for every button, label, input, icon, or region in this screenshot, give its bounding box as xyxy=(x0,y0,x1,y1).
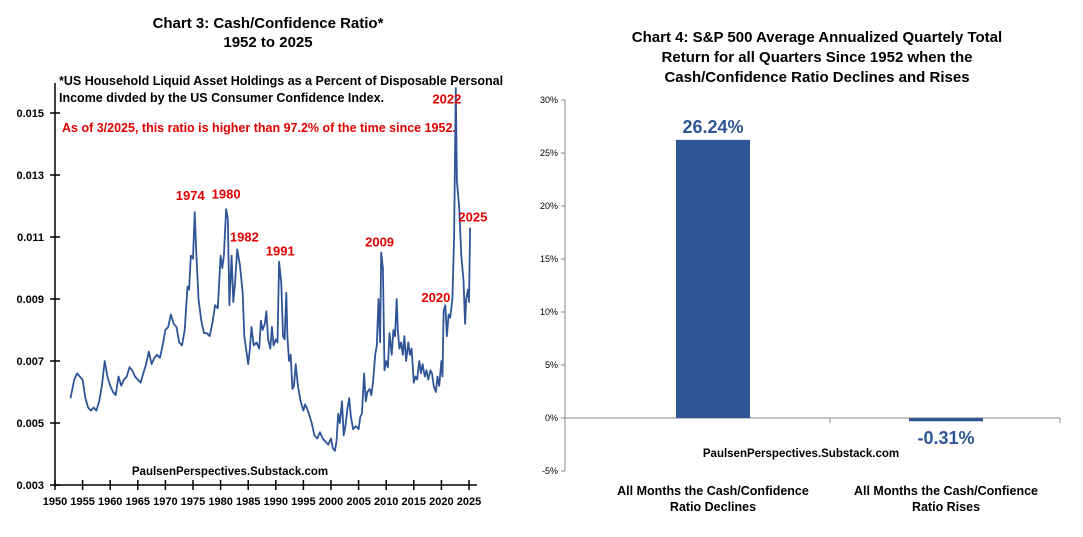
chart3-x-tick-label: 2010 xyxy=(374,496,398,508)
chart3-annotation-2025: 2025 xyxy=(458,210,487,225)
chart3-annotation-2009: 2009 xyxy=(365,234,394,249)
chart3-annotation-1982: 1982 xyxy=(230,230,259,245)
chart4-y-tick-label: -5% xyxy=(542,466,558,476)
chart4-category-label: Ratio Rises xyxy=(912,500,980,514)
chart3-x-tick-label: 1950 xyxy=(43,496,67,508)
chart4-title: Chart 4: S&P 500 Average Annualized Quar… xyxy=(632,29,1002,46)
chart4-y-tick-label: 5% xyxy=(545,360,558,370)
chart4-category-label: Ratio Declines xyxy=(670,500,756,514)
chart3-x-tick-label: 1985 xyxy=(236,496,260,508)
chart3-annotation-2020: 2020 xyxy=(421,290,450,305)
chart4-title: Return for all Quarters Since 1952 when … xyxy=(662,49,973,66)
chart3-x-tick-label: 1955 xyxy=(70,496,94,508)
chart4-y-tick-label: 25% xyxy=(540,148,558,158)
chart3-y-tick-label: 0.011 xyxy=(17,232,44,244)
chart3-x-tick-label: 1970 xyxy=(153,496,177,508)
chart3-x-tick-label: 2000 xyxy=(319,496,343,508)
chart4-y-tick-label: 20% xyxy=(540,201,558,211)
chart4-source: PaulsenPerspectives.Substack.com xyxy=(703,448,899,460)
chart3-x-tick-label: 2020 xyxy=(429,496,453,508)
chart4-y-tick-label: 30% xyxy=(540,95,558,105)
chart3-x-tick-label: 1995 xyxy=(291,496,315,508)
chart3-highlight-note: As of 3/2025, this ratio is higher than … xyxy=(62,121,456,135)
chart4-y-tick-label: 15% xyxy=(540,254,558,264)
chart4-bar xyxy=(676,139,750,418)
chart3-x-tick-label: 1980 xyxy=(208,496,232,508)
chart3-x-tick-label: 2025 xyxy=(457,496,481,508)
chart3-x-tick-label: 1965 xyxy=(126,496,150,508)
chart3-y-tick-label: 0.015 xyxy=(16,108,44,120)
chart3-series-line xyxy=(69,87,471,452)
chart3-source: PaulsenPerspectives.Substack.com xyxy=(132,466,328,478)
chart4-category-label: All Months the Cash/Confidence xyxy=(617,484,809,498)
chart3-annotation-1974: 1974 xyxy=(176,188,206,203)
chart4-bar xyxy=(909,418,983,422)
chart3-y-tick-label: 0.013 xyxy=(16,170,44,182)
chart3-footnote: Income divded by the US Consumer Confide… xyxy=(59,91,384,105)
chart3-x-tick-label: 1990 xyxy=(264,496,288,508)
chart3-y-tick-label: 0.003 xyxy=(16,480,44,492)
chart3-footnote: *US Household Liquid Asset Holdings as a… xyxy=(59,74,503,88)
chart4-title: Cash/Confidence Ratio Declines and Rises xyxy=(664,69,969,86)
chart3-y-tick-label: 0.007 xyxy=(16,356,44,368)
chart3-y-tick-label: 0.005 xyxy=(16,418,44,430)
chart3-x-tick-label: 1975 xyxy=(181,496,205,508)
chart3-annotation-1980: 1980 xyxy=(212,186,241,201)
chart3-annotation-2022: 2022 xyxy=(432,92,461,107)
chart4-y-tick-label: 0% xyxy=(545,413,558,423)
chart4-data-label: -0.31% xyxy=(917,428,974,448)
chart3-y-tick-label: 0.009 xyxy=(16,294,44,306)
chart4-data-label: 26.24% xyxy=(682,117,743,137)
chart3-x-tick-label: 2015 xyxy=(402,496,426,508)
chart3-x-tick-label: 2005 xyxy=(346,496,370,508)
chart3-annotation-1991: 1991 xyxy=(266,244,295,259)
chart3-title: 1952 to 2025 xyxy=(223,34,312,51)
chart4-category-label: All Months the Cash/Confience xyxy=(854,484,1038,498)
chart4-y-tick-label: 10% xyxy=(540,307,558,317)
chart3-x-tick-label: 1960 xyxy=(98,496,122,508)
chart3-title: Chart 3: Cash/Confidence Ratio* xyxy=(153,15,384,32)
